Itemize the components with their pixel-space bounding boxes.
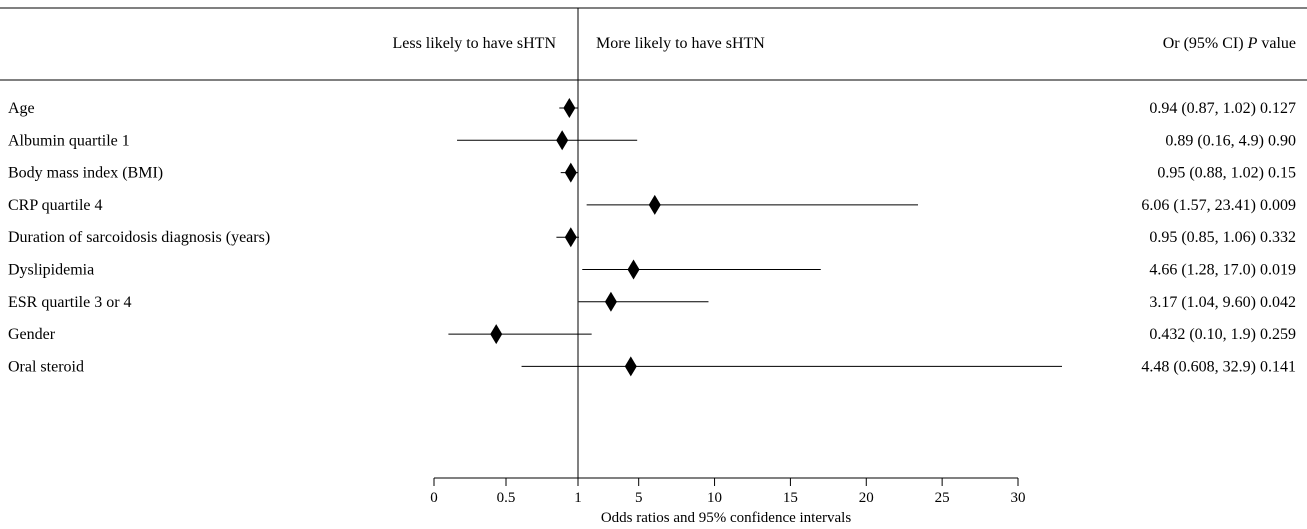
header-or-prefix: Or (95% CI) <box>1163 35 1248 52</box>
forest-row: Albumin quartile 1 0.89 (0.16, 4.9) 0.90 <box>8 130 1296 151</box>
or-ci-value: 3.17 (1.04, 9.60) 0.042 <box>1149 294 1296 311</box>
row-label: Duration of sarcoidosis diagnosis (years… <box>8 229 270 246</box>
row-label: ESR quartile 3 or 4 <box>8 294 132 311</box>
or-marker <box>564 227 577 248</box>
x-tick-label: 5 <box>635 490 643 506</box>
row-label: Body mass index (BMI) <box>8 165 163 182</box>
forest-row: CRP quartile 4 6.06 (1.57, 23.41) 0.009 <box>8 194 1296 215</box>
or-ci-value: 0.432 (0.10, 1.9) 0.259 <box>1149 326 1296 343</box>
forest-row: Age 0.94 (0.87, 1.02) 0.127 <box>8 98 1296 118</box>
forest-row: Dyslipidemia 4.66 (1.28, 17.0) 0.019 <box>8 259 1296 280</box>
or-ci-value: 4.66 (1.28, 17.0) 0.019 <box>1149 262 1296 279</box>
or-marker <box>648 194 661 215</box>
or-ci-value: 0.94 (0.87, 1.02) 0.127 <box>1149 100 1296 117</box>
or-ci-value: 0.95 (0.85, 1.06) 0.332 <box>1149 229 1296 246</box>
row-label: Gender <box>8 326 56 343</box>
forest-row: Gender 0.432 (0.10, 1.9) 0.259 <box>8 324 1296 345</box>
or-ci-value: 4.48 (0.608, 32.9) 0.141 <box>1141 358 1296 375</box>
or-marker <box>563 98 576 118</box>
x-tick-label: 30 <box>1011 490 1026 506</box>
forest-row: Duration of sarcoidosis diagnosis (years… <box>8 227 1296 248</box>
x-tick-label: 25 <box>935 490 950 506</box>
header-or-suffix: value <box>1257 35 1296 52</box>
forest-rows: Age 0.94 (0.87, 1.02) 0.127 Albumin quarti… <box>8 98 1296 377</box>
or-ci-value: 0.89 (0.16, 4.9) 0.90 <box>1165 132 1296 149</box>
x-tick-label: 0.5 <box>497 490 516 506</box>
or-marker <box>624 356 637 377</box>
header-more-likely: More likely to have sHTN <box>596 35 765 52</box>
header-or-ci-p: Or (95% CI) P value <box>1163 35 1296 52</box>
x-axis-ticks: 0 0.5 1 5 10 15 20 25 30 <box>430 478 1026 506</box>
header-p-italic: P <box>1247 35 1258 52</box>
x-axis-label: Odds ratios and 95% confidence intervals <box>601 510 852 526</box>
or-marker <box>627 259 640 280</box>
row-label: Albumin quartile 1 <box>8 132 130 149</box>
or-marker <box>564 162 577 183</box>
or-ci-value: 0.95 (0.88, 1.02) 0.15 <box>1157 165 1296 182</box>
row-label: Dyslipidemia <box>8 262 94 279</box>
header-less-likely: Less likely to have sHTN <box>392 35 556 52</box>
or-marker <box>556 130 569 151</box>
or-marker <box>490 324 503 345</box>
x-tick-label: 10 <box>707 490 722 506</box>
x-tick-label: 15 <box>783 490 798 506</box>
row-label: Age <box>8 100 35 117</box>
row-label: CRP quartile 4 <box>8 197 103 214</box>
x-tick-label: 20 <box>859 490 874 506</box>
forest-row: Body mass index (BMI) 0.95 (0.88, 1.02) 0… <box>8 162 1296 183</box>
or-marker <box>604 291 617 312</box>
forest-row: Oral steroid 4.48 (0.608, 32.9) 0.141 <box>8 356 1296 377</box>
x-tick-label: 1 <box>574 490 582 506</box>
x-tick-label: 0 <box>430 490 438 506</box>
row-label: Oral steroid <box>8 358 84 375</box>
or-ci-value: 6.06 (1.57, 23.41) 0.009 <box>1141 197 1296 214</box>
forest-row: ESR quartile 3 or 4 3.17 (1.04, 9.60) 0.0… <box>8 291 1296 312</box>
